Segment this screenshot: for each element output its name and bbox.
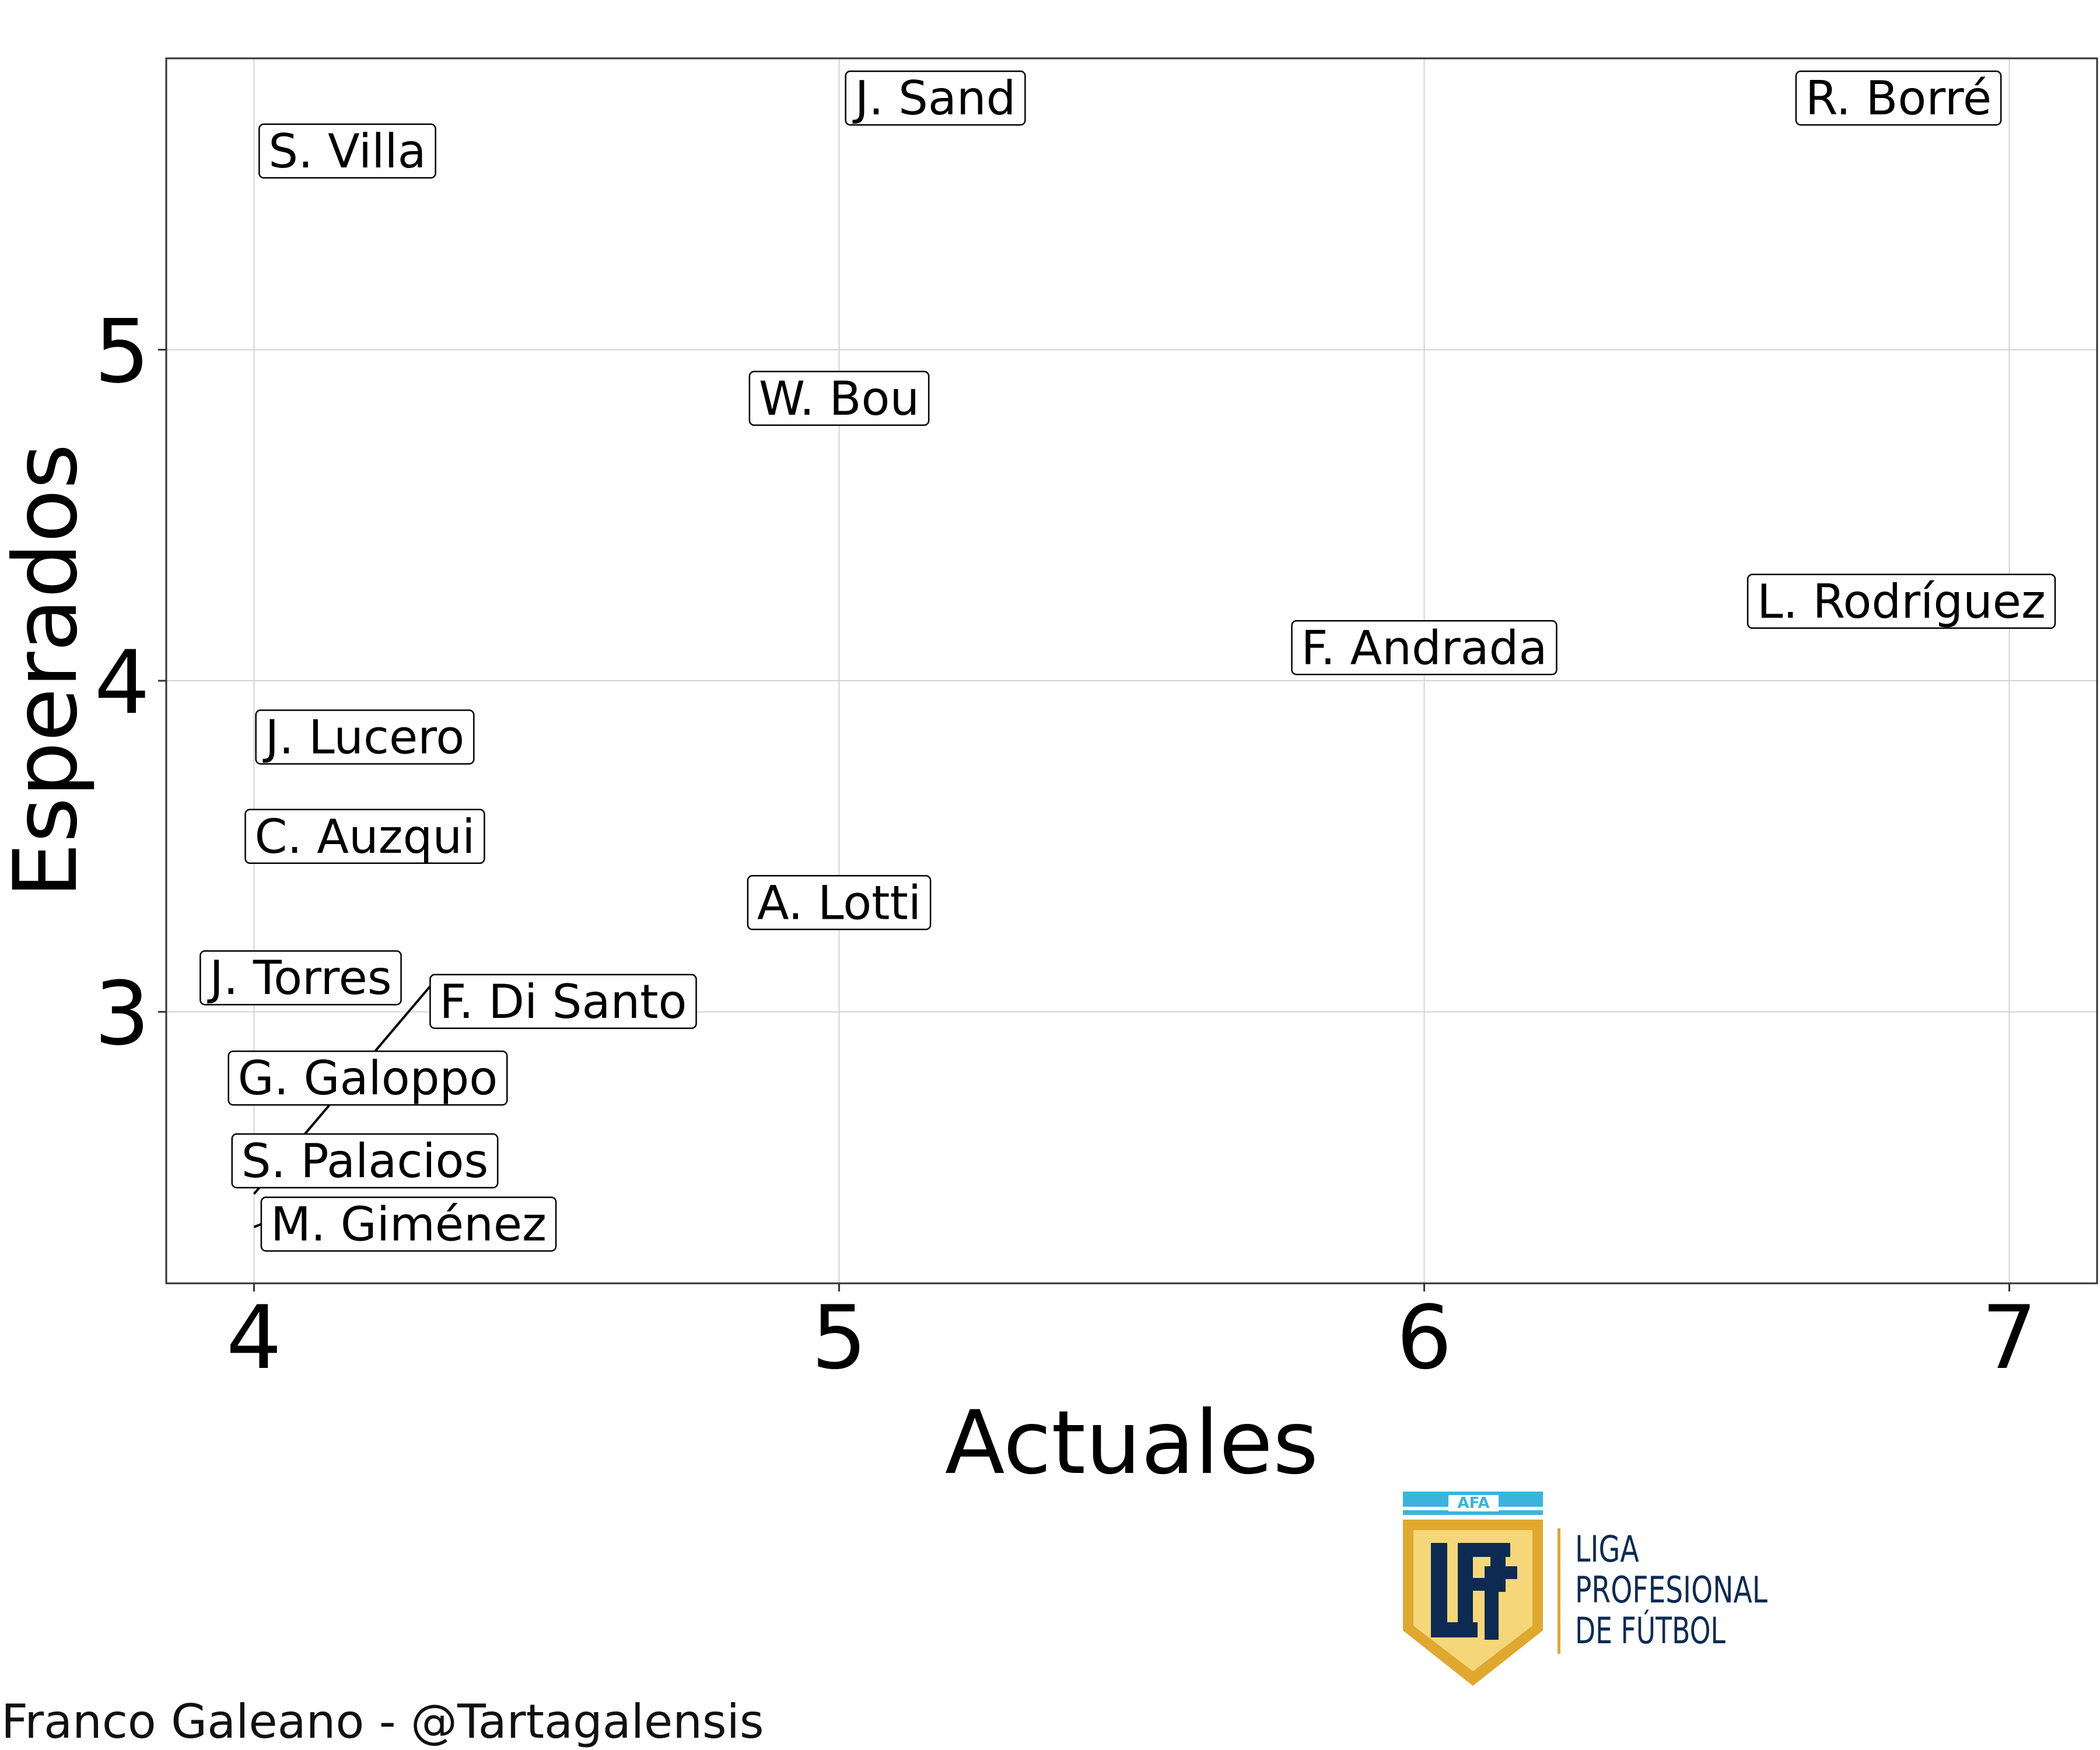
point-label-text: S. Palacios [242, 1134, 488, 1188]
point-label-text: W. Bou [759, 372, 919, 426]
point-label-text: G. Galoppo [238, 1051, 498, 1105]
logo-line-2: PROFESIONAL [1575, 1569, 1768, 1611]
point-label: J. Torres [200, 950, 402, 1006]
axis-ticks: 4 5 6 7 3 4 5 [94, 301, 2038, 1389]
point-label: J. Lucero [255, 709, 475, 765]
point-label: A. Lotti [747, 875, 932, 930]
point-label-box [258, 123, 436, 179]
point-label-box [845, 70, 1026, 126]
point-label-box [747, 875, 932, 930]
point-label: S. Palacios [231, 1133, 499, 1189]
label-connector-line [253, 1223, 262, 1228]
point-label-box [255, 709, 475, 765]
x-tick-label: 5 [811, 1287, 867, 1389]
x-tick-label: 4 [226, 1287, 282, 1389]
afa-text: AFA [1457, 1494, 1489, 1512]
point-label-box [244, 808, 485, 864]
point-label-text: J. Sand [852, 71, 1016, 125]
plot-panel-border [165, 57, 2098, 1284]
point-label-box [228, 1050, 508, 1106]
point-label-text: A. Lotti [757, 876, 921, 930]
point-label-box [748, 370, 930, 426]
point-label: S. Villa [258, 123, 436, 179]
logo-line-1: LIGA [1575, 1528, 1639, 1570]
point-label-text: S. Villa [268, 124, 426, 178]
point-label: G. Galoppo [228, 1050, 508, 1106]
y-tick-label: 5 [94, 301, 150, 402]
point-label-text: L. Rodríguez [1757, 575, 2046, 629]
point-label-box [200, 950, 402, 1006]
y-tick-label: 4 [94, 632, 150, 734]
afa-badge [1448, 1495, 1499, 1511]
point-label: F. Di Santo [429, 974, 697, 1030]
x-axis-label: Actuales [945, 1392, 1318, 1494]
point-label: L. Rodríguez [1746, 573, 2056, 629]
logo-line-3: DE FÚTBOL [1575, 1609, 1726, 1652]
point-label-text: C. Auzqui [255, 810, 475, 864]
y-axis-label: Esperados [0, 443, 97, 898]
point-label-text: J. Lucero [262, 710, 465, 765]
point-label-box [429, 974, 697, 1030]
point-label: C. Auzqui [244, 808, 485, 864]
x-tick-label: 7 [1982, 1287, 2037, 1389]
point-label-text: R. Borré [1805, 71, 1992, 125]
logo-divider [1558, 1528, 1560, 1654]
point-label: W. Bou [748, 370, 930, 426]
y-tick-label: 3 [94, 964, 150, 1065]
point-label-box [1291, 620, 1558, 676]
lpf-monogram-icon [1431, 1543, 1517, 1640]
point-label: J. Sand [845, 70, 1026, 126]
point-label-box [231, 1133, 499, 1189]
point-label-text: F. Di Santo [439, 975, 687, 1029]
point-label-text: M. Giménez [271, 1198, 547, 1252]
point-label: M. Giménez [260, 1196, 557, 1252]
point-label: F. Andrada [1291, 620, 1558, 676]
author-credit: Franco Galeano - @Tartagalensis [1, 1695, 764, 1749]
point-label-text: J. Torres [206, 951, 391, 1005]
point-label-text: F. Andrada [1301, 621, 1548, 675]
data-points: J. Sand R. Borré S. Villa W. Bou L. Rodrígue… [200, 70, 2056, 1252]
point-label-box [1795, 70, 2002, 126]
point-label-box [1746, 573, 2056, 629]
x-tick-label: 6 [1396, 1287, 1452, 1389]
afa-stripe-lower [1403, 1510, 1543, 1515]
liga-profesional-logo: AFA LIGA PROFESIONAL DE FÚTBOL [1397, 1485, 1794, 1695]
point-label: R. Borré [1795, 70, 2002, 126]
